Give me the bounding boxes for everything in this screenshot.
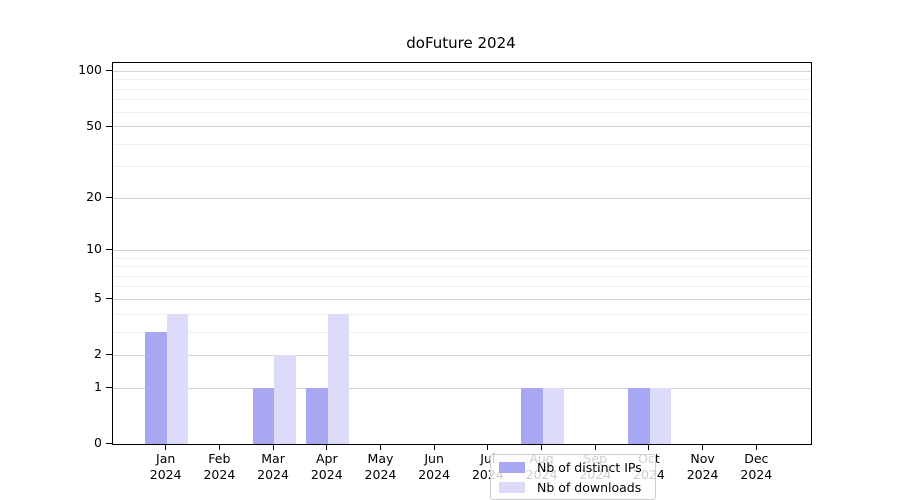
x-tick-month: May bbox=[367, 451, 394, 466]
x-tick-mark bbox=[165, 444, 167, 450]
x-tick-mark bbox=[487, 444, 489, 450]
y-tick-mark bbox=[106, 70, 112, 72]
x-tick-mark bbox=[541, 444, 543, 450]
y-tick-label: 10 bbox=[86, 241, 102, 257]
minor-gridline bbox=[113, 313, 811, 315]
x-tick-mark bbox=[433, 444, 435, 450]
y-tick-label: 1 bbox=[94, 379, 102, 395]
plot-area: Nb of distinct IPs Nb of downloads bbox=[112, 62, 812, 500]
x-tick-year: 2024 bbox=[418, 467, 451, 482]
y-tick-mark bbox=[106, 354, 112, 356]
x-tick-month: Apr bbox=[315, 451, 338, 466]
minor-gridline bbox=[113, 88, 811, 90]
x-tick-month: Mar bbox=[261, 451, 285, 466]
x-tick-mark bbox=[648, 444, 650, 450]
chart-title: doFuture 2024 bbox=[406, 34, 516, 52]
major-gridline bbox=[113, 354, 811, 356]
x-tick-month: Jan bbox=[156, 451, 176, 466]
x-tick-year: 2024 bbox=[149, 467, 182, 482]
y-tick-mark bbox=[106, 443, 112, 444]
x-tick-month: Jun bbox=[424, 451, 444, 466]
bar-distinct-ips bbox=[145, 332, 167, 444]
x-tick-label: Jun 2024 bbox=[394, 451, 474, 483]
bar-distinct-ips bbox=[306, 388, 328, 444]
x-tick-mark bbox=[326, 444, 328, 450]
y-tick-mark bbox=[106, 197, 112, 199]
major-gridline bbox=[113, 197, 811, 199]
minor-gridline bbox=[113, 275, 811, 277]
x-tick-label: Mar 2024 bbox=[233, 451, 313, 483]
minor-gridline bbox=[113, 111, 811, 113]
legend-entry: Nb of downloads bbox=[499, 480, 647, 495]
y-tick-label: 100 bbox=[78, 62, 102, 78]
x-tick-month: Dec bbox=[744, 451, 769, 466]
x-tick-year: 2024 bbox=[257, 467, 289, 482]
y-tick-mark bbox=[106, 387, 112, 389]
bar-distinct-ips bbox=[628, 388, 650, 444]
x-tick-month: Feb bbox=[208, 451, 231, 466]
bar-downloads bbox=[542, 388, 565, 444]
legend-swatch-icon bbox=[499, 461, 525, 473]
x-tick-year: 2024 bbox=[686, 467, 719, 482]
y-tick-label: 0 bbox=[94, 435, 102, 450]
x-tick-year: 2024 bbox=[364, 467, 397, 482]
x-tick-label: Feb 2024 bbox=[179, 451, 259, 483]
x-tick-year: 2024 bbox=[310, 467, 343, 482]
y-tick-mark bbox=[106, 298, 112, 300]
legend-swatch-icon bbox=[499, 481, 525, 493]
y-tick-label: 5 bbox=[94, 290, 102, 306]
x-tick-mark bbox=[272, 444, 274, 450]
minor-gridline bbox=[113, 143, 811, 145]
bar-downloads bbox=[327, 314, 350, 444]
x-tick-year: 2024 bbox=[203, 467, 236, 482]
y-tick-mark bbox=[106, 249, 112, 251]
minor-gridline bbox=[113, 79, 811, 81]
bar-downloads bbox=[274, 355, 296, 444]
x-tick-label: Dec 2024 bbox=[716, 451, 796, 483]
legend: Nb of distinct IPs Nb of downloads bbox=[490, 454, 656, 500]
y-tick-label: 2 bbox=[94, 346, 102, 362]
bar-distinct-ips bbox=[252, 388, 275, 444]
major-gridline bbox=[113, 249, 811, 251]
x-tick-mark bbox=[594, 444, 596, 450]
major-gridline bbox=[113, 70, 811, 72]
legend-entry: Nb of distinct IPs bbox=[499, 460, 647, 475]
bar-downloads bbox=[166, 314, 189, 444]
bar-downloads bbox=[649, 388, 672, 444]
legend-label: Nb of downloads bbox=[537, 479, 642, 495]
minor-gridline bbox=[113, 286, 811, 288]
major-gridline bbox=[113, 298, 811, 300]
x-tick-mark bbox=[702, 444, 704, 450]
minor-gridline bbox=[113, 331, 811, 333]
minor-gridline bbox=[113, 99, 811, 101]
minor-gridline bbox=[113, 257, 811, 259]
x-tick-mark bbox=[218, 444, 220, 450]
y-tick-label: 20 bbox=[86, 189, 102, 205]
x-tick-label: Apr 2024 bbox=[287, 451, 367, 483]
y-tick-mark bbox=[106, 125, 112, 127]
minor-gridline bbox=[113, 266, 811, 268]
minor-gridline bbox=[113, 166, 811, 168]
x-tick-label: Jan 2024 bbox=[126, 451, 206, 483]
legend-label: Nb of distinct IPs bbox=[537, 459, 642, 475]
x-tick-label: Nov 2024 bbox=[663, 451, 743, 483]
x-tick-month: Nov bbox=[690, 451, 715, 466]
y-tick-label: 50 bbox=[86, 117, 102, 133]
x-tick-mark bbox=[755, 444, 757, 450]
x-tick-year: 2024 bbox=[740, 467, 773, 482]
x-tick-label: May 2024 bbox=[340, 451, 420, 483]
bar-distinct-ips bbox=[521, 388, 543, 444]
x-tick-mark bbox=[379, 444, 381, 450]
major-gridline bbox=[113, 387, 811, 389]
major-gridline bbox=[113, 126, 811, 128]
